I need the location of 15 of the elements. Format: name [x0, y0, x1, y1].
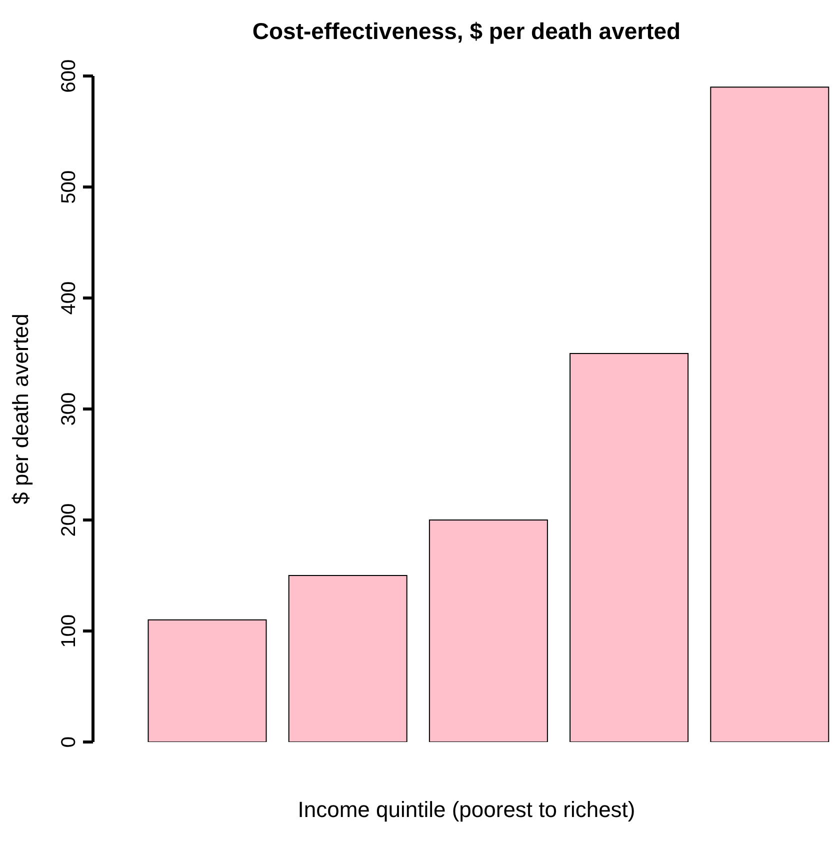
bar — [710, 86, 830, 742]
bar — [570, 353, 689, 742]
bar — [148, 619, 267, 742]
y-axis-title: $ per death averted — [8, 314, 33, 504]
y-tick-label: 0 — [58, 736, 80, 748]
chart-title: Cost-effectiveness, $ per death averted — [251, 18, 682, 45]
bar — [288, 575, 408, 742]
bar — [428, 520, 548, 742]
y-tick-label: 200 — [58, 503, 80, 537]
y-tick-label: 300 — [58, 392, 80, 426]
y-tick-label: 600 — [58, 59, 80, 93]
y-tick-label: 500 — [58, 170, 80, 204]
y-tick-label: 400 — [58, 281, 80, 315]
y-tick-label: 100 — [58, 614, 80, 648]
x-axis-title: Income quintile (poorest to richest) — [298, 797, 636, 822]
